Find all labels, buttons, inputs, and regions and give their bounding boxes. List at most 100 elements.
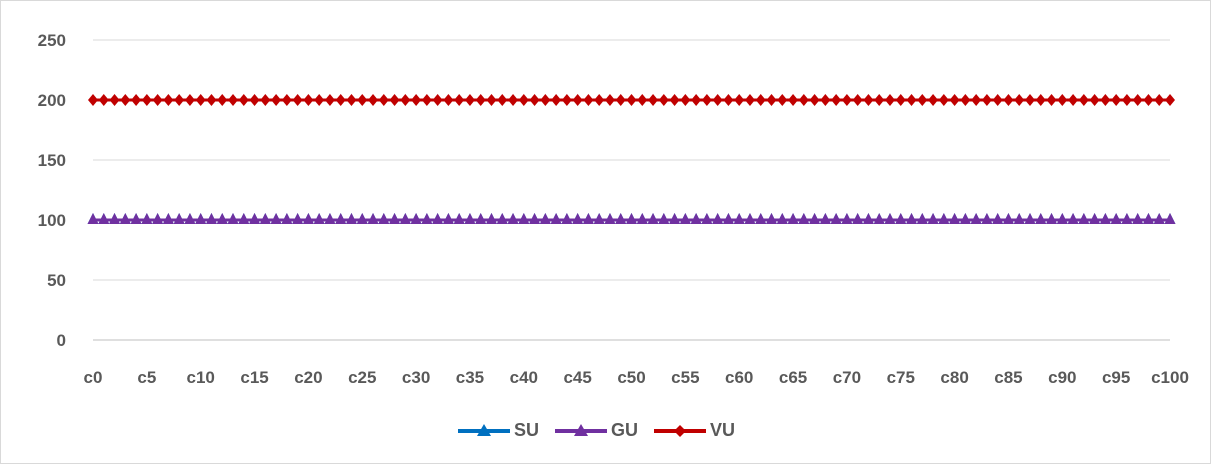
data-point-gu (819, 213, 831, 224)
data-point-gu (981, 213, 993, 224)
data-point-vu (1046, 94, 1057, 106)
data-point-vu (863, 94, 874, 106)
data-point-vu (486, 94, 497, 106)
data-point-vu (615, 94, 626, 106)
data-point-vu (852, 94, 863, 106)
data-point-vu (141, 94, 152, 106)
data-point-vu (691, 94, 702, 106)
legend-swatch-gu (555, 423, 608, 436)
data-point-vu (669, 94, 680, 106)
data-point-vu (368, 94, 379, 106)
legend-swatch-vu (654, 424, 707, 437)
x-tick-label: c55 (671, 368, 699, 387)
data-point-gu (389, 213, 401, 224)
data-point-gu (1164, 213, 1176, 224)
data-point-vu (594, 94, 605, 106)
data-point-vu (895, 94, 906, 106)
legend: SU GU VU (456, 420, 749, 441)
data-point-gu (1067, 213, 1079, 224)
data-point-vu (518, 94, 529, 106)
data-point-gu (572, 213, 584, 224)
data-point-gu (302, 213, 314, 224)
y-tick-label: 150 (38, 151, 66, 170)
data-point-vu (109, 94, 120, 106)
data-point-gu (561, 213, 573, 224)
data-point-vu (346, 94, 357, 106)
x-tick-label: c85 (994, 368, 1022, 387)
data-point-gu (766, 213, 778, 224)
data-point-vu (98, 94, 109, 106)
x-tick-label: c90 (1048, 368, 1076, 387)
data-point-gu (615, 213, 627, 224)
data-point-gu (798, 213, 810, 224)
data-point-gu (205, 213, 217, 224)
legend-item-gu: GU (553, 420, 638, 441)
data-point-gu (938, 213, 950, 224)
data-point-gu (1035, 213, 1047, 224)
data-point-gu (787, 213, 799, 224)
x-tick-label: c95 (1102, 368, 1130, 387)
data-point-gu (744, 213, 756, 224)
data-point-vu (217, 94, 228, 106)
data-point-gu (722, 213, 734, 224)
data-point-gu (152, 213, 164, 224)
data-point-vu (561, 94, 572, 106)
data-point-gu (485, 213, 497, 224)
data-point-gu (830, 213, 842, 224)
data-point-vu (1121, 94, 1132, 106)
data-point-gu (809, 213, 821, 224)
data-point-vu (497, 94, 508, 106)
data-point-vu (928, 94, 939, 106)
data-point-vu (658, 94, 669, 106)
data-point-vu (1100, 94, 1111, 106)
x-tick-label: c0 (84, 368, 103, 387)
data-point-gu (345, 213, 357, 224)
data-point-gu (270, 213, 282, 224)
x-tick-label: c15 (240, 368, 268, 387)
data-point-vu (809, 94, 820, 106)
data-point-vu (1111, 94, 1122, 106)
data-point-vu (1078, 94, 1089, 106)
data-point-gu (475, 213, 487, 224)
data-point-gu (959, 213, 971, 224)
x-axis-labels: c0 c5 c10 c15 c20 c25 c30 c35 c40 c45 c50 c55 c60 c65… (84, 368, 1189, 387)
x-tick-label: c50 (617, 368, 645, 387)
data-point-gu (841, 213, 853, 224)
data-point-vu (938, 94, 949, 106)
data-point-gu (755, 213, 767, 224)
data-point-vu (238, 94, 249, 106)
data-point-gu (238, 213, 250, 224)
x-tick-label: c70 (833, 368, 861, 387)
data-point-gu (281, 213, 293, 224)
data-point-gu (195, 213, 207, 224)
x-tick-label: c10 (187, 368, 215, 387)
data-point-gu (669, 213, 681, 224)
data-point-vu (400, 94, 411, 106)
x-tick-label: c5 (137, 368, 156, 387)
data-point-vu (1024, 94, 1035, 106)
y-tick-label: 50 (47, 271, 66, 290)
data-point-vu (734, 94, 745, 106)
data-point-vu (648, 94, 659, 106)
data-point-gu (216, 213, 228, 224)
data-point-gu (970, 213, 982, 224)
data-point-gu (593, 213, 605, 224)
data-point-gu (1013, 213, 1025, 224)
data-point-gu (130, 213, 142, 224)
data-point-vu (443, 94, 454, 106)
data-point-gu (432, 213, 444, 224)
x-tick-label: c100 (1151, 368, 1189, 387)
data-point-gu (776, 213, 788, 224)
data-point-vu (1132, 94, 1143, 106)
data-point-vu (841, 94, 852, 106)
data-point-gu (1089, 213, 1101, 224)
data-point-vu (583, 94, 594, 106)
data-point-gu (1142, 213, 1154, 224)
data-point-vu (421, 94, 432, 106)
series-layer (87, 94, 1176, 224)
data-point-gu (949, 213, 961, 224)
data-point-gu (453, 213, 465, 224)
data-point-vu (1003, 94, 1014, 106)
data-point-vu (1068, 94, 1079, 106)
